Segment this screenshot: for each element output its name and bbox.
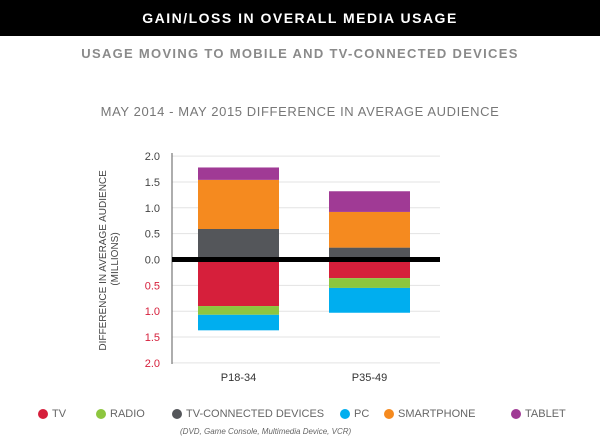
y-tick-label: 1.0 [145, 203, 160, 215]
bar-tablet-p18-34 [198, 167, 279, 180]
y-tick-label: 1.5 [145, 177, 160, 189]
y-tick-label: 0.5 [145, 229, 160, 241]
legend-label: PC [354, 408, 370, 420]
legend-dot-icon [511, 409, 521, 419]
legend: TV RADIO TV-CONNECTED DEVICES PC SMARTPHONE T… [0, 408, 600, 422]
bar-radio-p35-49 [329, 278, 410, 288]
y-axis-label: DIFFERENCE IN AVERAGE AUDIENCE (MILLIONS… [98, 167, 121, 350]
bar-tv-p18-34 [198, 259, 279, 307]
header-title: GAIN/LOSS IN OVERALL MEDIA USAGE [0, 0, 600, 36]
bar-pc-p35-49 [329, 287, 410, 313]
legend-dot-icon [172, 409, 182, 419]
y-tick-label: 0.5 [145, 280, 160, 292]
y-tick-label: 0.0 [145, 255, 160, 267]
legend-item-tv-connected-devices: TV-CONNECTED DEVICES [172, 408, 324, 420]
legend-item-tablet: TABLET [511, 408, 566, 420]
y-axis-label-line1: DIFFERENCE IN AVERAGE AUDIENCE [98, 170, 109, 351]
legend-dot-icon [96, 409, 106, 419]
legend-label: TV [52, 408, 67, 420]
y-tick-label: 1.0 [145, 306, 160, 318]
legend-item-pc: PC [340, 408, 369, 420]
bar-pc-p18-34 [198, 314, 279, 331]
x-tick-label: P18-34 [221, 372, 256, 384]
bar-tv-p35-49 [329, 259, 410, 279]
legend-item-smartphone: SMARTPHONE [384, 408, 475, 420]
bar-tv-connected-devices-p35-49 [329, 247, 410, 260]
legend-label: SMARTPHONE [398, 408, 476, 420]
y-tick-label: 2.0 [145, 358, 160, 370]
legend-label: RADIO [110, 408, 145, 420]
chart-title: MAY 2014 - MAY 2015 DIFFERENCE IN AVERAG… [100, 104, 500, 119]
subtitle: USAGE MOVING TO MOBILE AND TV-CONNECTED … [81, 46, 519, 61]
bar-tv-connected-devices-p18-34 [198, 228, 279, 260]
bar-tablet-p35-49 [329, 191, 410, 212]
legend-note: (DVD, Game Console, Multimedia Device, V… [180, 427, 352, 436]
x-tick-label: P35-49 [352, 372, 387, 384]
legend-label: TV-CONNECTED DEVICES [186, 408, 325, 420]
y-tick-label: 1.5 [145, 332, 160, 344]
legend-label: TABLET [525, 408, 566, 420]
legend-item-tv: TV [38, 408, 66, 420]
legend-dot-icon [38, 409, 48, 419]
bar-smartphone-p18-34 [198, 179, 279, 229]
legend-dot-icon [384, 409, 394, 419]
y-tick-label: 2.0 [145, 151, 160, 163]
legend-dot-icon [340, 409, 350, 419]
y-axis-label-line2: (MILLIONS) [110, 232, 121, 285]
bar-radio-p18-34 [198, 306, 279, 315]
legend-item-radio: RADIO [96, 408, 145, 420]
bar-smartphone-p35-49 [329, 211, 410, 248]
